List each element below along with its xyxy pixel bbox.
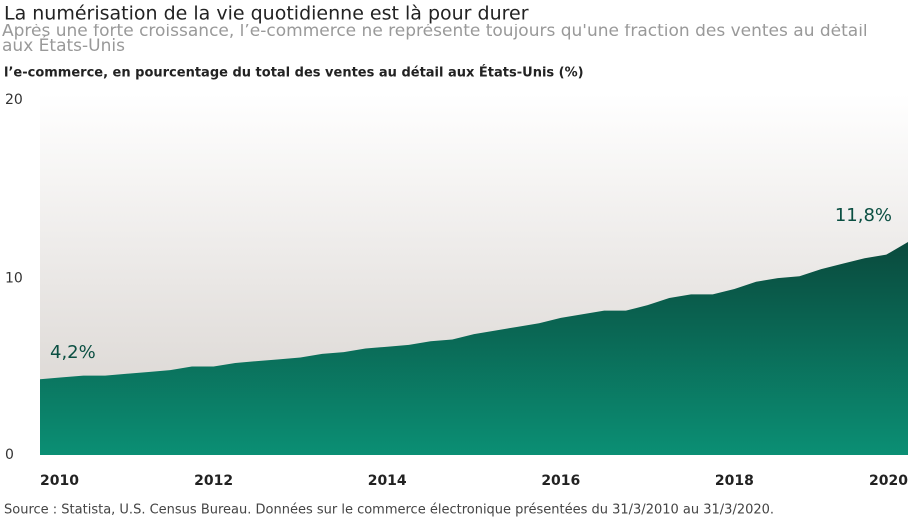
x-tick-label: 2018 (715, 473, 754, 489)
source-note: Source : Statista, U.S. Census Bureau. D… (4, 503, 774, 518)
x-tick-label: 2016 (541, 473, 580, 489)
y-tick-label: 20 (5, 92, 23, 108)
y-tick-label: 0 (5, 447, 14, 463)
x-tick-label: 2010 (40, 473, 79, 489)
subtitle-box: Après une forte croissance, l’e-commerce… (2, 24, 868, 56)
x-tick-label: 2020 (869, 473, 908, 489)
y-tick-label: 10 (5, 271, 23, 287)
chart-subtitle: Après une forte croissance, l’e-commerce… (2, 24, 868, 56)
x-tick-label: 2014 (368, 473, 407, 489)
y-axis-title: l’e-commerce, en pourcentage du total de… (4, 65, 584, 81)
x-tick-label: 2012 (194, 473, 233, 489)
data-label: 4,2% (50, 342, 96, 363)
data-label: 11,8% (835, 205, 892, 226)
area (40, 242, 908, 455)
chart-title: La numérisation de la vie quotidienne es… (4, 3, 529, 25)
